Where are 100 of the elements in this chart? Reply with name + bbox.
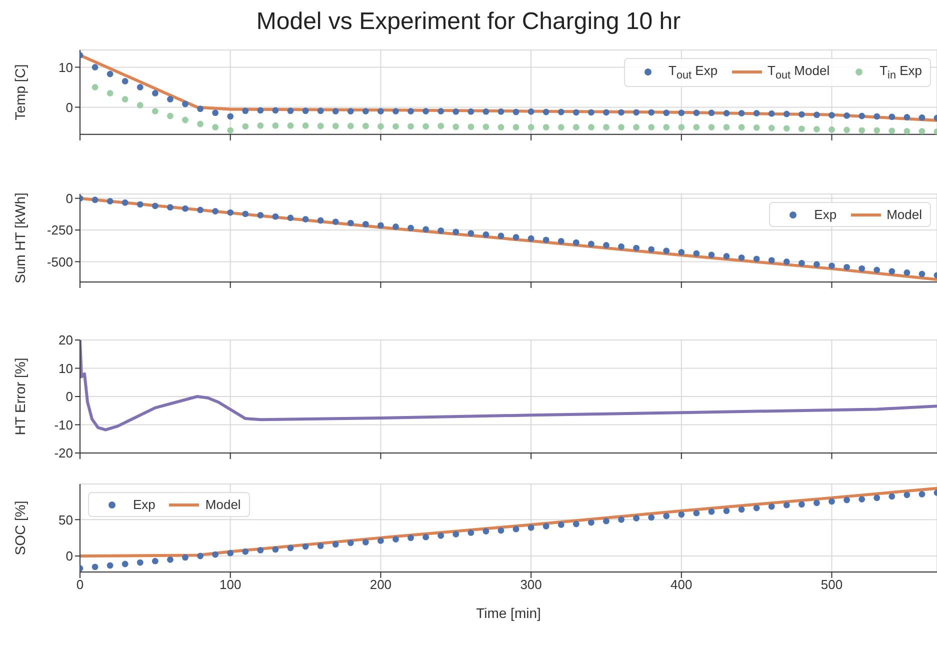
point: [844, 264, 850, 270]
x-tick-label: 300: [520, 577, 542, 592]
point: [783, 502, 790, 508]
point: [302, 216, 309, 222]
legend-label: Model: [205, 497, 241, 512]
legend-label: Exp: [133, 497, 156, 512]
point: [723, 124, 730, 130]
point: [452, 124, 460, 130]
point: [212, 124, 219, 130]
point: [783, 110, 790, 118]
point: [633, 514, 640, 522]
point: [422, 123, 430, 130]
point: [558, 238, 564, 244]
point: [663, 512, 670, 520]
point: [633, 244, 640, 252]
legend-label: T$_{out}$ Exp: [668, 63, 718, 82]
point: [212, 208, 219, 214]
point: [182, 205, 188, 212]
point: [197, 552, 204, 560]
point: [257, 546, 264, 554]
point: [227, 550, 234, 556]
point: [378, 123, 384, 130]
point: [678, 124, 685, 130]
point: [663, 124, 670, 130]
point: [332, 218, 339, 225]
point: [347, 540, 354, 546]
point: [693, 110, 700, 116]
point: [272, 213, 279, 220]
point: [648, 246, 655, 253]
point: [378, 108, 384, 114]
point: [798, 501, 805, 508]
point: [347, 122, 354, 130]
point: [588, 240, 594, 248]
point: [152, 202, 158, 210]
point: [422, 108, 430, 114]
point: [603, 242, 610, 248]
point: [152, 108, 158, 114]
point: [438, 108, 444, 114]
x-tick-label: 200: [370, 577, 392, 592]
point: [408, 108, 414, 114]
point: [362, 538, 369, 546]
point: [558, 108, 564, 116]
point: [663, 110, 670, 116]
point: [438, 227, 444, 234]
point: [858, 496, 866, 502]
point: [452, 108, 460, 115]
legend-label: Model: [886, 207, 922, 222]
x-tick-label: 400: [670, 577, 692, 592]
point: [408, 224, 414, 232]
y-tick-label: 10: [58, 60, 73, 75]
point: [918, 114, 926, 121]
point: [422, 226, 430, 233]
point: [106, 70, 114, 78]
point: [814, 261, 820, 268]
point: [167, 204, 174, 211]
point: [542, 236, 550, 244]
point: [468, 124, 474, 130]
point: [918, 128, 926, 134]
point: [242, 123, 249, 130]
point: [92, 564, 98, 570]
point: [528, 108, 534, 115]
point: [723, 508, 730, 514]
y-tick-label: 0: [66, 100, 73, 115]
y-axis-title: Temp [C]: [12, 64, 28, 120]
y-axis-title: SOC [%]: [12, 500, 28, 556]
point: [844, 496, 850, 504]
y-axis-title: HT Error [%]: [12, 358, 28, 436]
point: [227, 127, 234, 134]
point: [482, 528, 490, 534]
point: [753, 504, 760, 512]
y-tick-label: 20: [58, 332, 73, 348]
point: [287, 214, 294, 222]
point: [888, 268, 896, 275]
point: [512, 526, 520, 532]
point: [438, 532, 444, 539]
point: [814, 126, 820, 132]
point: [408, 534, 414, 542]
legend-label: T$_{out}$ Model: [768, 63, 830, 82]
point: [302, 543, 309, 550]
point: [663, 248, 670, 254]
y-tick-label: -20: [54, 446, 73, 461]
point: [498, 108, 504, 115]
x-axis-title: Time [min]: [476, 605, 541, 621]
point: [167, 96, 174, 102]
point: [708, 124, 715, 130]
point: [904, 492, 910, 498]
point: [618, 516, 624, 523]
point: [888, 128, 896, 134]
point: [482, 108, 490, 115]
point: [858, 265, 866, 272]
point: [498, 124, 504, 130]
point: [798, 111, 805, 118]
point: [392, 224, 399, 230]
y-tick-label: -250: [46, 222, 73, 238]
point: [242, 548, 249, 555]
point: [197, 206, 204, 214]
point: [106, 562, 114, 569]
point: [438, 122, 444, 130]
point: [678, 249, 685, 256]
point: [648, 124, 655, 130]
